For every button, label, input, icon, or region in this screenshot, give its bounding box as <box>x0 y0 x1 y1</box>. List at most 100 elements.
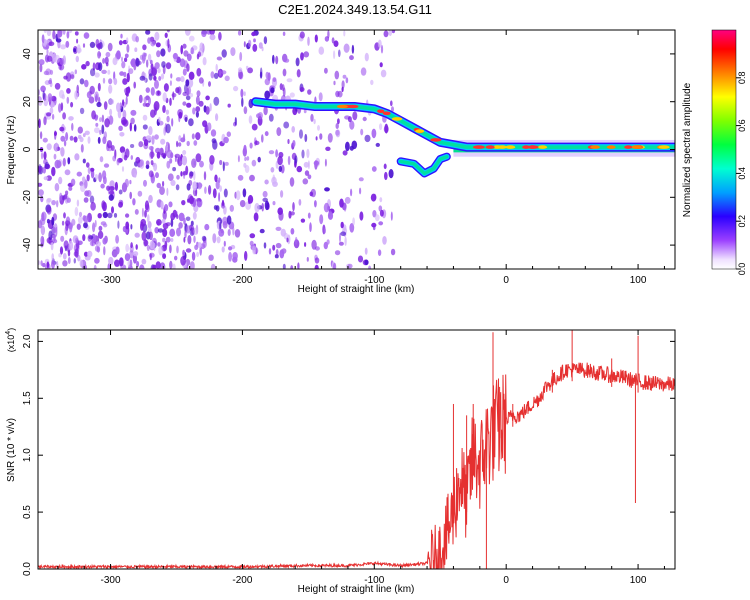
noise-speckle <box>119 132 125 137</box>
noise-speckle <box>205 95 210 101</box>
noise-speckle <box>102 136 107 145</box>
noise-speckle <box>370 79 374 86</box>
noise-speckle <box>251 123 258 131</box>
noise-speckle <box>117 220 120 229</box>
noise-speckle <box>170 218 174 228</box>
noise-speckle <box>154 227 159 234</box>
noise-speckle <box>106 140 113 149</box>
noise-speckle <box>243 41 246 48</box>
spectrogram-x-tick-label: -100 <box>364 275 384 286</box>
noise-speckle <box>154 62 160 70</box>
noise-speckle <box>210 263 216 269</box>
noise-speckle <box>184 117 188 122</box>
noise-speckle <box>51 166 56 177</box>
noise-speckle <box>337 90 343 98</box>
colorbar-ticks: 0.0 0.2 0.4 0.6 0.8 <box>736 72 747 275</box>
noise-speckle <box>307 36 310 46</box>
noise-speckle <box>70 74 75 80</box>
noise-speckle <box>177 142 182 147</box>
noise-speckle <box>264 200 270 211</box>
noise-speckle <box>188 118 194 127</box>
noise-speckle <box>133 81 136 89</box>
noise-speckle <box>264 179 269 185</box>
noise-speckle <box>90 167 95 172</box>
noise-speckle <box>52 30 56 40</box>
noise-speckle <box>102 77 106 84</box>
noise-speckle <box>243 144 247 155</box>
noise-speckle <box>134 47 138 52</box>
noise-speckle <box>120 33 123 39</box>
spectrogram-x-tick-label: -300 <box>101 275 121 286</box>
noise-speckle <box>119 146 126 154</box>
noise-speckle <box>65 40 70 48</box>
noise-speckle <box>182 249 186 257</box>
noise-speckle <box>149 240 155 250</box>
noise-speckle <box>165 109 170 115</box>
noise-speckle <box>239 51 243 62</box>
noise-speckle <box>258 42 263 49</box>
noise-speckle <box>186 63 190 72</box>
noise-speckle <box>247 39 252 48</box>
ridge-hotspot <box>472 145 485 149</box>
noise-speckle <box>52 52 57 63</box>
noise-speckle <box>328 210 332 217</box>
noise-speckle <box>99 117 102 122</box>
noise-speckle <box>260 67 263 77</box>
noise-speckle <box>168 201 173 208</box>
noise-speckle <box>169 80 172 86</box>
noise-speckle <box>263 36 268 45</box>
frequency-ridge <box>253 99 675 149</box>
noise-speckle <box>118 257 124 267</box>
noise-speckle <box>319 133 323 140</box>
noise-speckle <box>84 79 89 88</box>
noise-speckle <box>108 98 115 105</box>
noise-speckle <box>265 71 269 79</box>
noise-speckle <box>145 30 151 35</box>
noise-speckle <box>134 173 137 178</box>
noise-speckle <box>175 184 180 191</box>
noise-speckle <box>101 124 105 135</box>
noise-speckle <box>368 265 372 269</box>
noise-speckle <box>162 237 166 243</box>
noise-speckle <box>151 67 157 77</box>
noise-speckle <box>46 112 52 117</box>
noise-speckle <box>167 173 174 181</box>
noise-speckle <box>109 180 115 189</box>
colorbar-tick-label: 0.4 <box>737 167 747 180</box>
noise-speckle <box>249 142 253 149</box>
noise-speckle <box>101 69 107 74</box>
noise-speckle <box>68 116 74 121</box>
noise-speckle <box>82 176 86 183</box>
noise-speckle <box>339 232 341 243</box>
noise-speckle <box>51 200 56 206</box>
snr-x-tick-label: -100 <box>364 575 384 586</box>
noise-speckle <box>121 116 127 126</box>
noise-speckle <box>162 253 167 259</box>
noise-speckle <box>197 242 202 249</box>
noise-speckle <box>338 241 344 246</box>
noise-speckle <box>76 171 83 177</box>
colorbar-label: Normalized spectral amplitude <box>682 82 693 217</box>
noise-speckle <box>122 226 127 233</box>
noise-speckle <box>300 52 304 61</box>
noise-speckle <box>195 111 199 118</box>
noise-speckle <box>88 96 95 104</box>
noise-speckle <box>148 96 151 106</box>
snr-y-tick-label: 1.0 <box>22 448 33 462</box>
noise-speckle <box>185 86 192 95</box>
noise-speckle <box>283 58 290 63</box>
noise-speckle <box>196 200 201 207</box>
noise-speckle <box>71 122 74 131</box>
noise-speckle <box>216 56 223 61</box>
noise-speckle <box>178 111 183 119</box>
noise-speckle <box>196 53 200 60</box>
noise-speckle <box>134 209 139 215</box>
noise-speckle <box>124 178 129 188</box>
noise-speckle <box>324 67 328 74</box>
noise-speckle <box>388 169 394 179</box>
noise-speckle <box>347 263 353 269</box>
noise-speckle <box>264 131 269 137</box>
noise-speckle <box>170 179 176 186</box>
ridge-hotspot <box>336 104 348 109</box>
